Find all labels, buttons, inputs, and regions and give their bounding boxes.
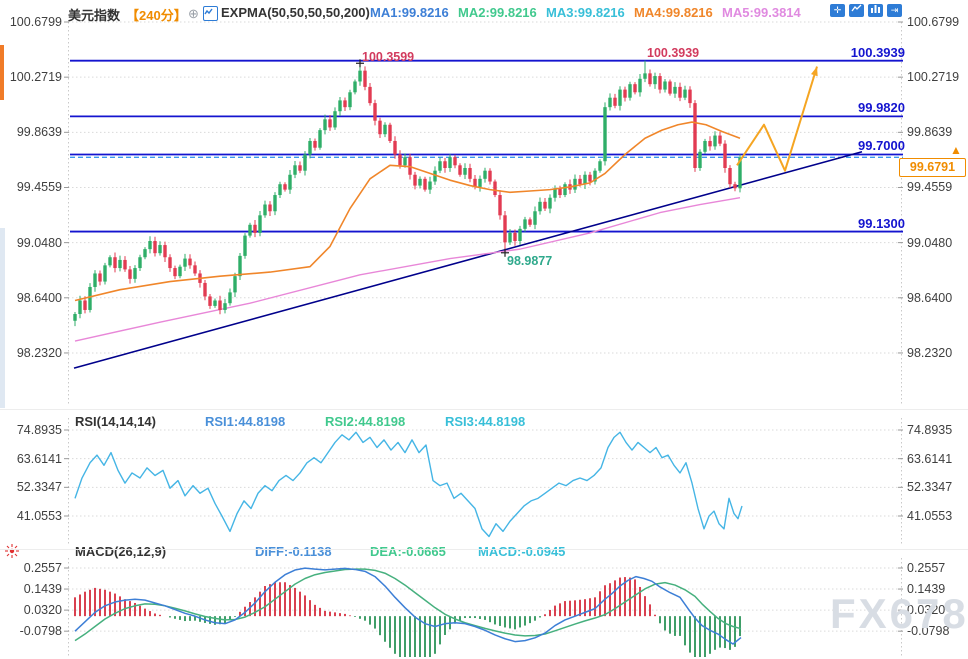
price-axis-label-right: 98.2320 bbox=[907, 345, 953, 360]
overlay-indicator-label: EXPMA(50,50,50,50,200) bbox=[221, 5, 370, 20]
ma-value-label: MA5:99.3814 bbox=[722, 5, 801, 20]
price-axis-label-right: 100.2719 bbox=[907, 70, 960, 85]
left-orange-strip bbox=[0, 45, 4, 100]
macd-axis-label-left: 0.2557 bbox=[23, 561, 62, 575]
ma-value-label: MA1:99.8216 bbox=[370, 5, 449, 20]
rsi-value-label: RSI3:44.8198 bbox=[445, 414, 526, 429]
watermark: FX678 bbox=[830, 590, 968, 637]
price-axis-label-right: 99.8639 bbox=[907, 125, 953, 140]
price-axis-label-left: 99.0480 bbox=[16, 235, 62, 250]
level-price-label: 99.9820 bbox=[858, 100, 905, 116]
ma-value-label: MA2:99.8216 bbox=[458, 5, 537, 20]
candlestick-chart-icon[interactable] bbox=[203, 6, 218, 21]
price-alert-arrow-icon: ▲ bbox=[950, 143, 962, 157]
price-axis-label-left: 98.6400 bbox=[16, 290, 62, 305]
pane-separator-main-rsi bbox=[0, 409, 968, 410]
current-price-box: 99.6791 bbox=[899, 158, 966, 178]
rsi-axis-label-right: 41.0553 bbox=[907, 509, 953, 523]
pane-separator-rsi-macd bbox=[0, 549, 968, 550]
macd-axis-label-right: -0.0798 bbox=[907, 624, 950, 639]
rsi-axis-label-right: 74.8935 bbox=[907, 423, 953, 437]
macd-value-label: MACD:-0.0945 bbox=[478, 544, 566, 559]
price-axis-label-right: 99.4559 bbox=[907, 180, 953, 195]
macd-axis-label-right: 0.2557 bbox=[907, 561, 946, 575]
rsi-axis-label-left: 74.8935 bbox=[16, 423, 62, 437]
price-axis-label-left: 99.8639 bbox=[16, 125, 62, 140]
zigzag-glyph bbox=[204, 8, 213, 15]
price-axis-label-left: 100.2719 bbox=[9, 70, 62, 85]
price-axis-label-right: 100.6799 bbox=[907, 15, 960, 29]
compare-plus-icon[interactable]: ⊕ bbox=[188, 6, 199, 21]
rsi-axis-label-right: 63.6141 bbox=[907, 451, 953, 466]
price-axis-label-left: 98.2320 bbox=[16, 345, 62, 360]
macd-axis-label-right: 0.1439 bbox=[907, 582, 946, 597]
rsi-axis-label-left: 52.3347 bbox=[16, 480, 62, 495]
bar-chart-icon[interactable] bbox=[868, 4, 883, 17]
macd-value-label: DIFF:-0.1138 bbox=[255, 544, 332, 559]
price-axis-label-right: 98.6400 bbox=[907, 290, 953, 305]
rsi-value-label: RSI1:44.8198 bbox=[205, 414, 286, 429]
level-price-label: 99.1300 bbox=[858, 215, 905, 231]
symbol-title: 美元指数 bbox=[68, 8, 121, 23]
level-price-label: 99.7000 bbox=[858, 138, 905, 154]
macd-axis-label-left: 0.1439 bbox=[23, 582, 62, 597]
price-axis-label-left: 99.4559 bbox=[16, 180, 62, 195]
left-gray-strip bbox=[0, 228, 5, 408]
macd-axis-label-left: -0.0798 bbox=[19, 624, 62, 639]
macd-value-label: DEA:-0.0665 bbox=[370, 544, 446, 559]
extreme-price-annotation: 98.9877 bbox=[507, 253, 553, 268]
period-label: 【240分】 bbox=[126, 8, 187, 23]
extreme-price-annotation: 100.3599 bbox=[362, 50, 415, 65]
rsi-axis-label-left: 41.0553 bbox=[16, 509, 62, 523]
level-price-label: 100.3939 bbox=[850, 44, 905, 60]
ma-value-label: MA3:99.8216 bbox=[546, 5, 625, 20]
rsi-title: RSI(14,14,14) bbox=[75, 414, 156, 429]
rsi-axis-label-right: 52.3347 bbox=[907, 480, 953, 495]
ma-value-label: MA4:99.8216 bbox=[634, 5, 713, 20]
rsi-value-label: RSI2:44.8198 bbox=[325, 414, 406, 429]
macd-title: MACD(26,12,9) bbox=[75, 544, 167, 559]
export-icon[interactable]: ⇥ bbox=[887, 4, 902, 17]
rsi-axis-label-left: 63.6141 bbox=[16, 451, 62, 466]
extreme-price-annotation: 100.3939 bbox=[647, 45, 700, 60]
macd-axis-label-right: 0.0320 bbox=[907, 603, 946, 618]
price-axis-label-left: 100.6799 bbox=[9, 15, 62, 29]
macd-axis-label-left: 0.0320 bbox=[23, 603, 62, 618]
line-chart-icon[interactable] bbox=[849, 4, 864, 17]
price-axis-label-right: 99.0480 bbox=[907, 235, 953, 250]
pan-crosshair-icon[interactable]: ✛ bbox=[830, 4, 845, 17]
